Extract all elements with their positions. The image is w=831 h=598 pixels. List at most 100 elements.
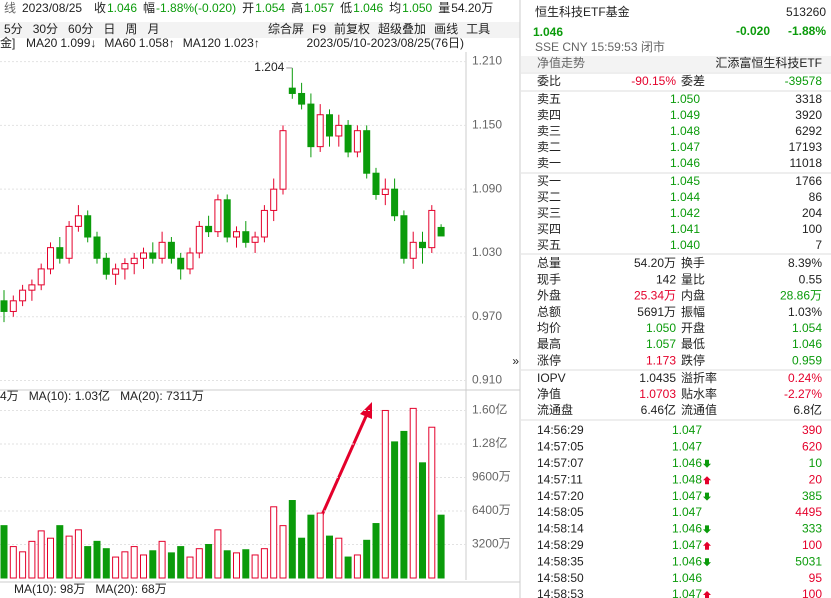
candle-body bbox=[363, 130, 371, 174]
trade-price: 1.046 bbox=[672, 571, 702, 585]
volume-bar bbox=[372, 523, 380, 579]
tool-button[interactable]: 工具 bbox=[466, 22, 490, 36]
candle-body bbox=[381, 188, 389, 195]
volume-bar bbox=[260, 548, 268, 579]
field-value: 1.0435 bbox=[639, 371, 676, 385]
candle-body bbox=[409, 241, 417, 259]
volume-bar bbox=[400, 430, 408, 579]
info-label: 量 bbox=[438, 1, 450, 15]
tool-button[interactable]: F9 bbox=[312, 22, 326, 36]
candle-body bbox=[288, 87, 296, 94]
field-label: 净值 bbox=[537, 386, 561, 401]
book-volume: 86 bbox=[809, 190, 823, 204]
info-value: -1.88%(-0.020) bbox=[156, 1, 236, 15]
trade-price: 1.046 bbox=[672, 554, 702, 568]
volume-bar bbox=[65, 535, 73, 579]
ma-label: MA60 bbox=[104, 36, 136, 50]
info-value: 1.046 bbox=[107, 1, 137, 15]
info-label: 幅 bbox=[143, 0, 155, 15]
field-label: 贴水率 bbox=[681, 386, 717, 401]
trade-volume: 100 bbox=[802, 538, 822, 552]
candle-body bbox=[316, 114, 324, 148]
field-value: 1.173 bbox=[646, 353, 676, 367]
field-value: 6.46亿 bbox=[641, 402, 676, 417]
nav-link[interactable]: 净值走势 bbox=[537, 55, 585, 70]
volume-bar bbox=[353, 554, 361, 579]
period-tab[interactable]: 日 bbox=[103, 22, 115, 36]
book-label: 卖四 bbox=[537, 108, 561, 122]
field-value: 1.03% bbox=[788, 305, 822, 319]
book-label: 买五 bbox=[537, 238, 561, 252]
period-tab[interactable]: 30分 bbox=[33, 22, 58, 36]
candle-body bbox=[335, 124, 343, 137]
tool-button[interactable]: 前复权 bbox=[334, 21, 370, 36]
field-label: 总量 bbox=[537, 256, 561, 270]
tool-button[interactable]: 超级叠加 bbox=[378, 21, 426, 36]
volume-bar bbox=[279, 525, 287, 579]
book-label: 卖二 bbox=[537, 140, 561, 154]
trade-price: 1.047 bbox=[672, 423, 702, 437]
tool-button[interactable]: 画线 bbox=[434, 22, 458, 36]
volume-bar bbox=[140, 554, 147, 579]
volume-bar bbox=[84, 546, 92, 579]
tool-button[interactable]: 综合屏 bbox=[268, 21, 304, 36]
arrow-up bbox=[703, 591, 711, 598]
period-tab[interactable]: 周 bbox=[125, 22, 137, 36]
volume-bar bbox=[102, 548, 110, 579]
book-volume: 100 bbox=[802, 222, 822, 236]
candle-body bbox=[428, 209, 436, 249]
trade-price: 1.048 bbox=[672, 472, 702, 486]
candle-body bbox=[93, 236, 101, 259]
candle-body bbox=[177, 257, 185, 270]
book-price: 1.045 bbox=[670, 174, 700, 188]
field-value: -90.15% bbox=[631, 74, 676, 88]
period-tab[interactable]: 月 bbox=[147, 22, 159, 36]
trade-time: 14:56:29 bbox=[537, 423, 584, 437]
candle-body bbox=[102, 257, 110, 275]
trade-time: 14:58:29 bbox=[537, 538, 584, 552]
volume-bar bbox=[391, 441, 399, 579]
field-label: 溢折率 bbox=[681, 370, 717, 385]
trade-price: 1.046 bbox=[672, 522, 702, 536]
trade-price: 1.047 bbox=[672, 538, 702, 552]
info-lead: 线 bbox=[4, 1, 16, 15]
volume-bar bbox=[363, 539, 371, 579]
volume-bar bbox=[37, 530, 45, 579]
trade-time: 14:57:07 bbox=[537, 456, 584, 470]
trade-volume: 333 bbox=[802, 522, 822, 536]
y-tick-label: 1.210 bbox=[472, 54, 502, 68]
field-value: 1.0703 bbox=[639, 387, 676, 401]
change-pct: -1.88% bbox=[788, 24, 826, 38]
collapse-icon[interactable]: » bbox=[512, 354, 519, 368]
volume-bar bbox=[158, 540, 166, 579]
book-price: 1.046 bbox=[670, 156, 700, 170]
book-label: 卖一 bbox=[537, 156, 561, 170]
period-tab[interactable]: 5分 bbox=[4, 22, 23, 36]
volume-bar bbox=[195, 548, 203, 579]
volume-bar bbox=[0, 525, 8, 579]
vol-legend: MA(10): 98万 bbox=[14, 582, 85, 596]
volume-bar bbox=[121, 551, 129, 579]
field-label: 涨停 bbox=[537, 352, 561, 367]
candle-body bbox=[233, 231, 240, 238]
volume-bar bbox=[130, 546, 138, 579]
candle-body bbox=[84, 215, 92, 238]
candle-body bbox=[112, 268, 120, 275]
vol-legend: MA(10): 1.03亿 bbox=[29, 388, 110, 403]
field-label: 流通盘 bbox=[537, 402, 573, 417]
volume-bar bbox=[19, 551, 27, 579]
volume-bar bbox=[223, 550, 231, 579]
ma-value: 1.099↓ bbox=[60, 36, 96, 50]
info-value: 1.054 bbox=[255, 1, 285, 15]
candle-body bbox=[400, 215, 408, 259]
change: -0.020 bbox=[736, 24, 770, 38]
period-tab[interactable]: 60分 bbox=[68, 22, 93, 36]
trade-price: 1.047 bbox=[672, 440, 702, 454]
book-volume: 1766 bbox=[795, 174, 822, 188]
candle-body bbox=[65, 225, 73, 259]
volume-bar bbox=[270, 506, 278, 579]
trade-volume: 100 bbox=[802, 587, 822, 598]
arrow-up bbox=[703, 541, 711, 550]
book-label: 买一 bbox=[537, 174, 561, 188]
